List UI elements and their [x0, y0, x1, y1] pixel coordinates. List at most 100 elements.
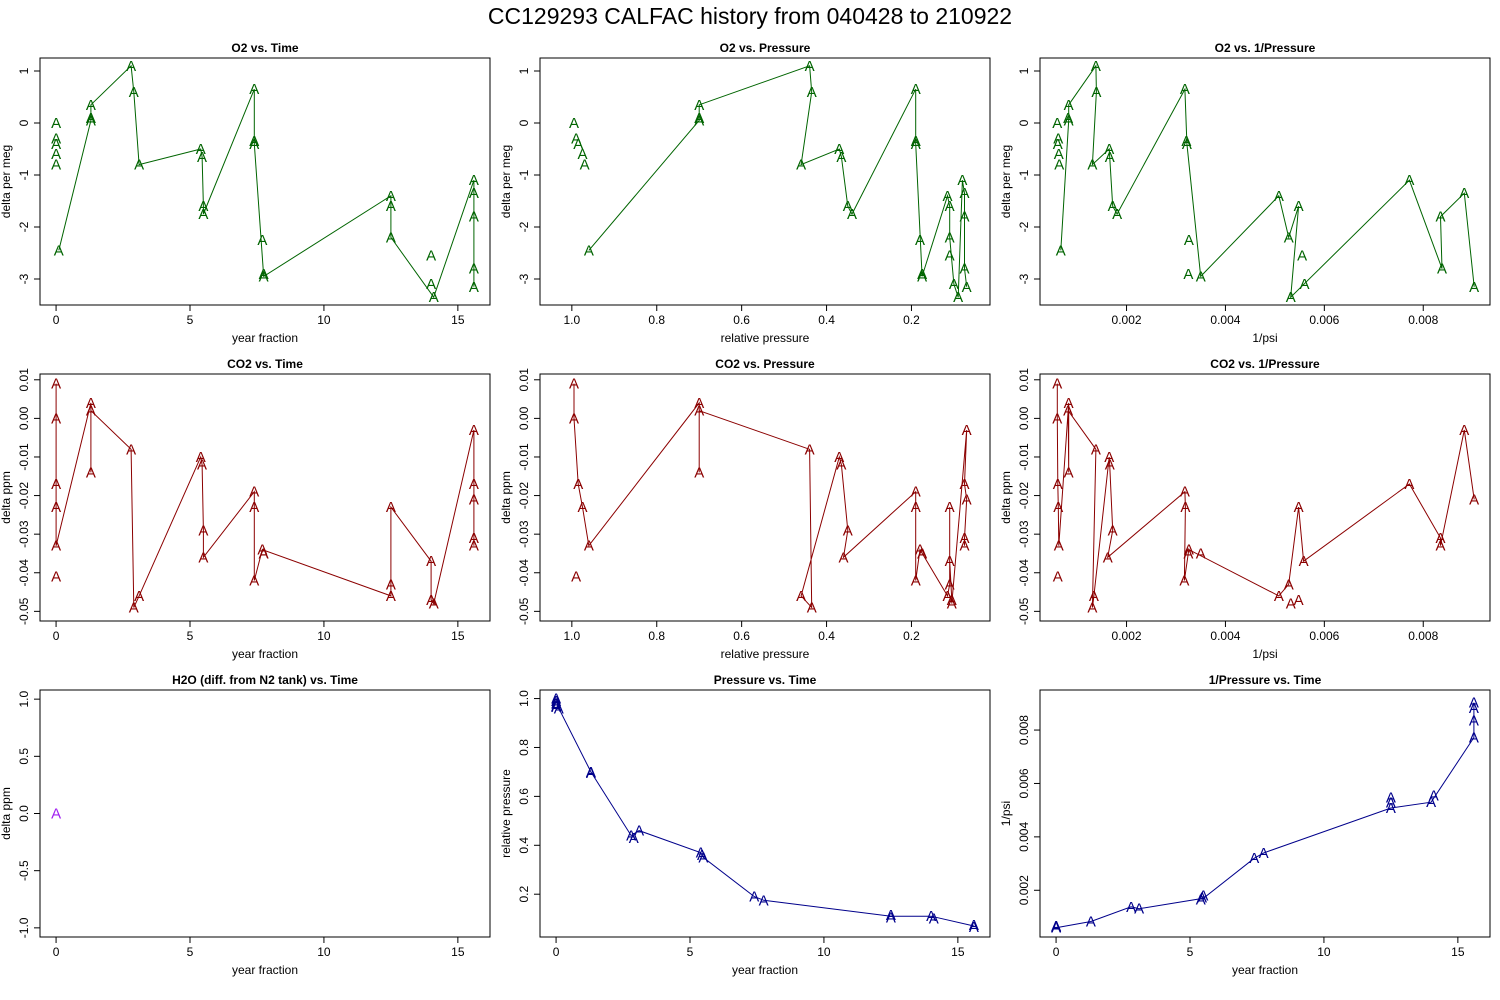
- data-point: A: [577, 146, 587, 163]
- data-point: A: [196, 141, 206, 158]
- data-point: A: [943, 188, 953, 205]
- data-point: A: [198, 198, 208, 215]
- y-tick-label: 0.0: [17, 805, 31, 822]
- y-axis-label: delta per meg: [999, 145, 1013, 218]
- data-point: A: [257, 232, 267, 249]
- y-tick-label: -0.01: [517, 443, 531, 471]
- x-tick-label: 10: [317, 313, 331, 327]
- data-point: A: [834, 141, 844, 158]
- data-point: A: [1063, 403, 1073, 420]
- data-point: A: [694, 112, 704, 129]
- data-point: A: [759, 892, 769, 909]
- data-point: A: [586, 765, 596, 782]
- y-axis-label: delta per meg: [0, 145, 13, 218]
- data-point: A: [1104, 141, 1114, 158]
- data-point: A: [569, 410, 579, 427]
- y-axis-label: delta ppm: [0, 471, 13, 524]
- x-tick-label: 0.006: [1309, 313, 1339, 327]
- data-point: A: [129, 599, 139, 616]
- x-tick-label: 5: [187, 945, 194, 959]
- x-tick-label: 10: [817, 945, 831, 959]
- figure-title: CC129293 CALFAC history from 040428 to 2…: [487, 3, 1013, 29]
- data-point: A: [696, 845, 706, 862]
- y-tick-label: 0.2: [517, 886, 531, 903]
- data-point: A: [807, 84, 817, 101]
- x-tick-label: 5: [1187, 945, 1194, 959]
- data-point: A: [886, 907, 896, 924]
- data-point: A: [945, 553, 955, 570]
- x-tick-label: 0.8: [648, 313, 665, 327]
- data-point: A: [949, 276, 959, 293]
- panel-co2-time: CO2 vs. Time 0 5 10 15 -0.05 -0.04 -0.03 -0.02 -0…: [0, 357, 491, 661]
- y-tick-label: -3: [17, 273, 31, 284]
- data-point: A: [86, 403, 96, 420]
- data-point: A: [1436, 209, 1446, 226]
- plot-frame: [1039, 689, 1491, 938]
- x-tick-label: 15: [951, 945, 965, 959]
- data-point: A: [1249, 850, 1259, 867]
- data-point: A: [1087, 599, 1097, 616]
- data-point: A: [386, 588, 396, 605]
- data-point: A: [962, 422, 972, 439]
- data-point: A: [51, 569, 61, 586]
- y-tick-label: 0.4: [517, 837, 531, 854]
- plot-frame: [1039, 373, 1491, 622]
- data-point: A: [573, 476, 583, 493]
- y-tick-label: -0.03: [17, 520, 31, 548]
- y-tick-label: -2: [17, 221, 31, 232]
- data-point: A: [694, 403, 704, 420]
- data-point: A: [249, 136, 259, 153]
- data-point: A: [1051, 919, 1061, 936]
- data-point: A: [386, 499, 396, 516]
- data-point: A: [1294, 592, 1304, 609]
- y-tick-label: 0.01: [517, 368, 531, 392]
- data-point: A: [629, 830, 639, 847]
- data-point: A: [51, 476, 61, 493]
- x-tick-label: 0.002: [1112, 629, 1142, 643]
- data-point: A: [1087, 157, 1097, 174]
- data-point: A: [577, 499, 587, 516]
- plot-frame: [39, 373, 491, 622]
- data-point: A: [1054, 157, 1064, 174]
- data-point: A: [1064, 395, 1074, 412]
- x-tick-label: 5: [187, 313, 194, 327]
- y-axis-label: delta per meg: [499, 145, 513, 218]
- panel-title: CO2 vs. Time: [227, 357, 303, 371]
- y-tick-label: -1.0: [17, 917, 31, 938]
- data-point: A: [51, 806, 61, 823]
- data-point: A: [911, 133, 921, 150]
- data-point: A: [843, 522, 853, 539]
- data-point: A: [947, 596, 957, 613]
- y-axis-label: relative pressure: [499, 769, 513, 858]
- x-tick-label: 0.8: [648, 629, 665, 643]
- data-point: A: [929, 911, 939, 928]
- x-tick-label: 15: [451, 945, 465, 959]
- data-point: A: [51, 146, 61, 163]
- x-tick-label: 10: [317, 629, 331, 643]
- data-point: A: [626, 828, 636, 845]
- data-point: A: [1063, 110, 1073, 127]
- data-point: A: [469, 422, 479, 439]
- data-point: A: [1064, 112, 1074, 129]
- data-point: A: [1051, 920, 1061, 937]
- data-point: A: [1284, 229, 1294, 246]
- data-point: A: [1300, 276, 1310, 293]
- data-point: A: [426, 276, 436, 293]
- y-tick-label: -1: [17, 169, 31, 180]
- data-point: A: [469, 172, 479, 189]
- data-point: A: [426, 592, 436, 609]
- data-point: A: [249, 572, 259, 589]
- data-point: A: [960, 530, 970, 547]
- data-point: A: [469, 538, 479, 555]
- data-point: A: [1051, 918, 1061, 935]
- data-point: A: [911, 499, 921, 516]
- x-tick-label: 0.4: [818, 313, 835, 327]
- data-point: A: [569, 115, 579, 132]
- data-point: A: [796, 157, 806, 174]
- x-tick-label: 0.6: [733, 313, 750, 327]
- data-point: A: [469, 491, 479, 508]
- x-axis-label: year fraction: [232, 963, 298, 977]
- data-point: A: [1436, 530, 1446, 547]
- panel-title: CO2 vs. Pressure: [715, 357, 815, 371]
- data-point: A: [129, 84, 139, 101]
